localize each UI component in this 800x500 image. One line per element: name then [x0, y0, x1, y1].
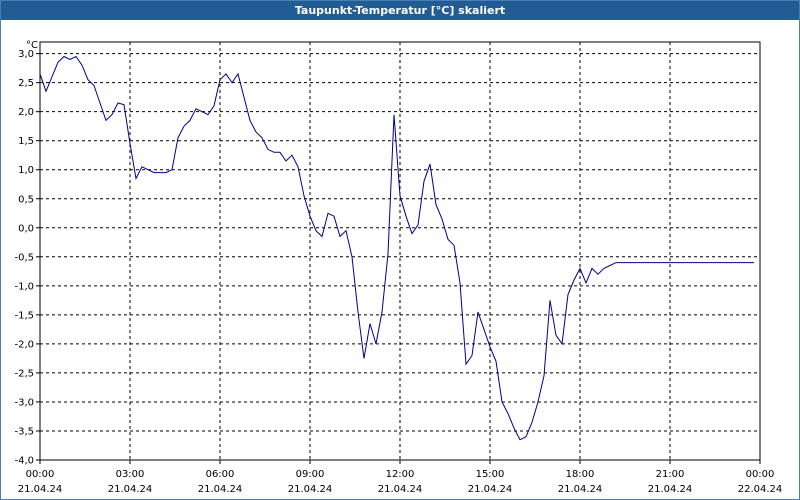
- x-tick-labels: 00:00 21.04.24 03:00 21.04.24 06:00 21.04.24 0…: [18, 469, 783, 495]
- y-tick-label: 3,0: [18, 49, 34, 60]
- grid-lines: [40, 42, 760, 460]
- y-tick-label: 2,0: [18, 107, 34, 118]
- x-tick-date: 21.04.24: [378, 484, 423, 495]
- x-tick-date: 21.04.24: [558, 484, 603, 495]
- y-tick-label: 1,5: [18, 136, 34, 147]
- x-tick-date: 22.04.24: [738, 484, 783, 495]
- y-tick-label: -2,5: [14, 368, 34, 379]
- chart-axes: [36, 41, 761, 464]
- x-tick-time: 18:00: [566, 469, 595, 480]
- x-tick-date: 21.04.24: [468, 484, 513, 495]
- window-title: Taupunkt-Temperatur [°C] skaliert: [1, 1, 799, 20]
- y-tick-label: -3,5: [14, 426, 34, 437]
- x-tick-time: 00:00: [746, 469, 775, 480]
- y-tick-label: 0,5: [18, 194, 34, 205]
- x-tick-date: 21.04.24: [288, 484, 333, 495]
- y-tick-labels: 3,0 2,5 2,0 1,5 1,0 0,5 0,0 -0,5 -1,0 -1,5 -2,0 -2,…: [14, 49, 34, 466]
- y-tick-label: -3,0: [14, 397, 34, 408]
- y-unit-label: °C: [26, 40, 38, 51]
- x-tick-time: 00:00: [26, 469, 55, 480]
- y-tick-label: 1,0: [18, 165, 34, 176]
- plot-frame: [39, 41, 761, 461]
- x-tick-time: 12:00: [386, 469, 415, 480]
- x-tick-date: 21.04.24: [648, 484, 693, 495]
- x-tick-time: 21:00: [656, 469, 685, 480]
- y-tick-label: -4,0: [14, 456, 34, 467]
- y-tick-label: -1,5: [14, 310, 34, 321]
- y-tick-label: -0,5: [14, 252, 34, 263]
- x-tick-time: 15:00: [476, 469, 505, 480]
- series-line: [39, 55, 754, 441]
- x-tick-date: 21.04.24: [18, 484, 63, 495]
- x-tick-time: 09:00: [296, 469, 325, 480]
- y-tick-label: 2,5: [18, 78, 34, 89]
- x-tick-time: 03:00: [116, 469, 145, 480]
- x-tick-date: 21.04.24: [108, 484, 153, 495]
- y-tick-label: -1,0: [14, 281, 34, 292]
- y-tick-label: -2,0: [14, 339, 34, 350]
- x-tick-time: 06:00: [206, 469, 235, 480]
- y-tick-label: 0,0: [18, 223, 34, 234]
- x-tick-date: 21.04.24: [198, 484, 243, 495]
